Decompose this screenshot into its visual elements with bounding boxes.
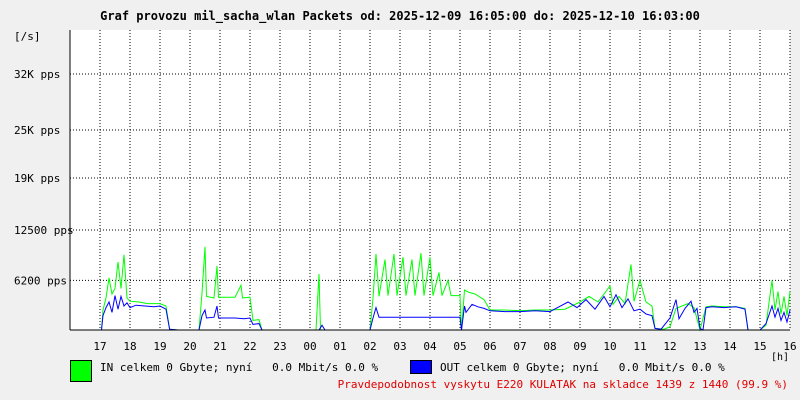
x-tick-label: 02 [363,340,376,353]
x-tick-label: 05 [453,340,466,353]
x-tick-label: 06 [483,340,496,353]
x-tick-label: 22 [243,340,256,353]
chart-title: Graf provozu mil_sacha_wlan Packets od: … [100,9,700,23]
x-tick-label: 16 [783,340,796,353]
x-unit-label: [h] [771,352,789,363]
y-tick-label: 12500 pps [14,224,74,237]
x-tick-label: 10 [603,340,616,353]
legend-in-label: IN celkem 0 Gbyte; nyní 0.0 Mbit/s 0.0 % [100,361,379,374]
x-tick-label: 08 [543,340,556,353]
x-tick-label: 19 [153,340,166,353]
x-tick-label: 00 [303,340,316,353]
x-tick-label: 20 [183,340,196,353]
legend-out-swatch [410,360,432,374]
y-tick-label: 6200 pps [14,274,67,287]
x-tick-label: 04 [423,340,437,353]
y-tick-labels: 6200 pps 12500 pps 19K pps 25K pps 32K pps [14,68,74,287]
x-tick-labels: 17 18 19 20 21 22 23 00 01 02 03 04 05 06 07 08 09 10 11 12… [93,340,796,353]
y-unit-label: [/s] [14,30,41,43]
y-tick-label: 19K pps [14,172,60,185]
x-tick-label: 21 [213,340,226,353]
x-tick-label: 09 [573,340,586,353]
x-tick-label: 23 [273,340,286,353]
x-tick-label: 18 [123,340,136,353]
x-tick-label: 13 [693,340,706,353]
x-tick-label: 03 [393,340,406,353]
legend-in-swatch [70,360,92,382]
grid [70,30,791,330]
x-tick-label: 15 [753,340,766,353]
x-tick-label: 01 [333,340,346,353]
x-tick-label: 14 [723,340,737,353]
y-tick-label: 25K pps [14,124,60,137]
footer-note: Pravdepodobnost vyskytu E220 KULATAK na … [337,378,788,391]
x-tick-label: 12 [663,340,676,353]
x-tick-label: 07 [513,340,526,353]
legend-out-label: OUT celkem 0 Gbyte; nyní 0.0 Mbit/s 0.0 … [440,361,725,374]
x-tick-label: 11 [633,340,646,353]
y-tick-label: 32K pps [14,68,60,81]
x-tick-label: 17 [93,340,106,353]
